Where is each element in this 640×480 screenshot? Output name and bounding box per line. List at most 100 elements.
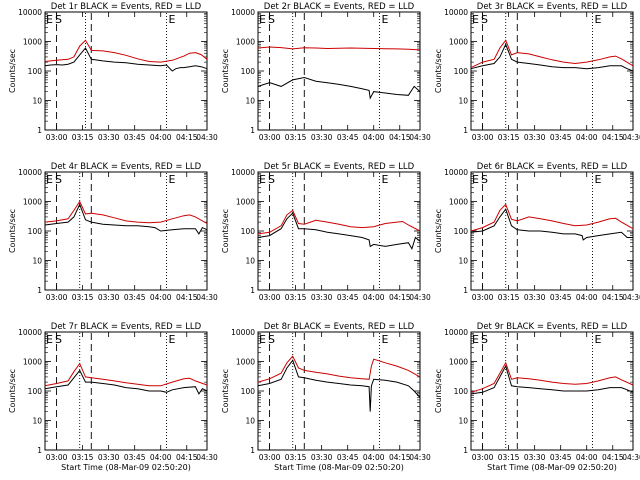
y-tick-label: 1 xyxy=(37,446,42,455)
x-tick-label: 04:15 xyxy=(176,293,198,302)
x-tick-label: 04:15 xyxy=(389,133,411,142)
x-tick-label: 04:15 xyxy=(389,293,411,302)
panel-title: Det 9r BLACK = Events, RED = LLD xyxy=(477,322,628,332)
panel-det-2: Det 2r BLACK = Events, RED = LLD 1 10 100 10… xyxy=(221,2,431,142)
y-tick-label: 1000 xyxy=(449,198,468,207)
x-tick-label: 04:00 xyxy=(363,293,385,302)
event-marker-e: E xyxy=(382,333,389,346)
panel-title: Det 1r BLACK = Events, RED = LLD xyxy=(51,2,202,12)
panel-det-8: Det 8r BLACK = Events, RED = LLD 1 10 100 10… xyxy=(221,322,431,472)
event-marker-s: S xyxy=(268,13,275,26)
y-tick-label: 1 xyxy=(463,126,468,135)
x-tick-label: 03:15 xyxy=(72,133,94,142)
x-tick-label: 04:30 xyxy=(622,293,640,302)
event-marker-e: E xyxy=(382,13,389,26)
x-tick-label: 04:30 xyxy=(622,453,640,462)
y-tick-label: 100 xyxy=(454,387,469,396)
x-tick-label: 03:45 xyxy=(337,453,359,462)
y-tick-label: 1000 xyxy=(449,358,468,367)
x-tick-label: 03:15 xyxy=(285,293,307,302)
y-tick-label: 100 xyxy=(454,67,469,76)
x-tick-label: 03:45 xyxy=(550,133,572,142)
x-tick-label: 03:30 xyxy=(98,453,120,462)
y-tick-label: 10 xyxy=(32,97,42,106)
event-marker-s: S xyxy=(268,333,275,346)
panel-title: Det 6r BLACK = Events, RED = LLD xyxy=(477,162,628,172)
y-tick-label: 10 xyxy=(245,257,255,266)
x-tick-label: 04:30 xyxy=(409,453,431,462)
plot-frame xyxy=(470,331,634,451)
events-series-line xyxy=(470,208,633,241)
y-axis-label: Counts/sec xyxy=(8,49,17,93)
y-tick-label: 10000 xyxy=(231,328,255,337)
x-tick-label: 03:30 xyxy=(98,293,120,302)
panel-title: Det 8r BLACK = Events, RED = LLD xyxy=(264,322,415,332)
x-tick-label: 03:15 xyxy=(498,133,520,142)
y-tick-label: 1000 xyxy=(236,198,255,207)
panel-det-9: Det 9r BLACK = Events, RED = LLD 1 10 100 10… xyxy=(434,322,640,472)
y-tick-label: 100 xyxy=(454,227,469,236)
x-tick-label: 04:15 xyxy=(602,293,624,302)
x-tick-label: 04:00 xyxy=(150,293,172,302)
event-marker-s: S xyxy=(55,173,62,186)
x-tick-label: 03:30 xyxy=(311,133,333,142)
y-tick-label: 10000 xyxy=(18,168,42,177)
x-tick-label: 04:15 xyxy=(176,133,198,142)
y-tick-label: 10 xyxy=(458,97,468,106)
y-axis-label: Counts/sec xyxy=(221,49,230,93)
lld-series-line xyxy=(44,362,208,387)
lld-series-line xyxy=(470,361,634,393)
x-tick-label: 03:15 xyxy=(72,453,94,462)
x-tick-label: 04:30 xyxy=(622,133,640,142)
x-tick-label: 04:15 xyxy=(176,453,198,462)
x-tick-label: 03:15 xyxy=(498,453,520,462)
y-tick-label: 100 xyxy=(241,67,256,76)
y-tick-label: 10 xyxy=(32,417,42,426)
y-tick-label: 10000 xyxy=(444,328,468,337)
y-tick-label: 1000 xyxy=(236,358,255,367)
event-marker-e: E xyxy=(259,13,266,26)
y-axis-label: Counts/sec xyxy=(434,49,443,93)
event-marker-e: E xyxy=(169,333,176,346)
panel-title: Det 3r BLACK = Events, RED = LLD xyxy=(477,2,628,12)
y-tick-label: 1 xyxy=(37,126,42,135)
y-tick-label: 10000 xyxy=(444,8,468,17)
y-axis-label: Counts/sec xyxy=(434,369,443,413)
event-marker-s: S xyxy=(268,173,275,186)
event-marker-e: E xyxy=(46,13,53,26)
y-axis-label: Counts/sec xyxy=(8,209,17,253)
y-axis-label: Counts/sec xyxy=(434,209,443,253)
y-tick-label: 10 xyxy=(245,417,255,426)
y-tick-label: 10 xyxy=(458,257,468,266)
event-marker-e: E xyxy=(472,333,479,346)
event-marker-e: E xyxy=(595,173,602,186)
y-tick-label: 1000 xyxy=(23,38,42,47)
x-tick-label: 04:30 xyxy=(409,293,431,302)
event-marker-s: S xyxy=(55,13,62,26)
x-tick-label: 03:30 xyxy=(98,133,120,142)
y-tick-label: 10 xyxy=(245,97,255,106)
x-tick-label: 03:30 xyxy=(524,293,546,302)
event-marker-e: E xyxy=(259,333,266,346)
event-marker-e: E xyxy=(169,173,176,186)
y-tick-label: 1 xyxy=(463,286,468,295)
event-marker-e: E xyxy=(472,13,479,26)
event-marker-e: E xyxy=(46,173,53,186)
panel-title: Det 2r BLACK = Events, RED = LLD xyxy=(264,2,415,12)
y-tick-label: 100 xyxy=(241,387,256,396)
events-series-line xyxy=(470,364,634,395)
panel-det-7: Det 7r BLACK = Events, RED = LLD 1 10 100 10… xyxy=(8,322,218,472)
y-axis-label: Counts/sec xyxy=(221,369,230,413)
x-tick-label: 03:45 xyxy=(550,293,572,302)
y-tick-label: 1 xyxy=(250,446,255,455)
event-marker-e: E xyxy=(382,173,389,186)
panel-det-6: Det 6r BLACK = Events, RED = LLD 1 10 100 10… xyxy=(434,162,640,302)
x-tick-label: 04:00 xyxy=(576,133,598,142)
x-tick-label: 03:15 xyxy=(498,293,520,302)
events-series-line xyxy=(257,359,421,412)
x-tick-label: 03:15 xyxy=(285,453,307,462)
x-tick-label: 04:00 xyxy=(363,133,385,142)
events-series-line xyxy=(44,369,208,395)
y-axis-label: Counts/sec xyxy=(8,369,17,413)
panel-det-3: Det 3r BLACK = Events, RED = LLD 1 10 100 10… xyxy=(434,2,640,142)
